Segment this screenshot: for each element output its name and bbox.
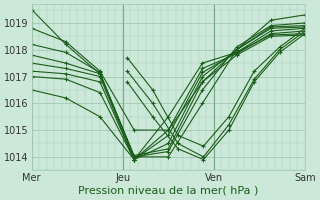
X-axis label: Pression niveau de la mer( hPa ): Pression niveau de la mer( hPa ) xyxy=(78,186,259,196)
